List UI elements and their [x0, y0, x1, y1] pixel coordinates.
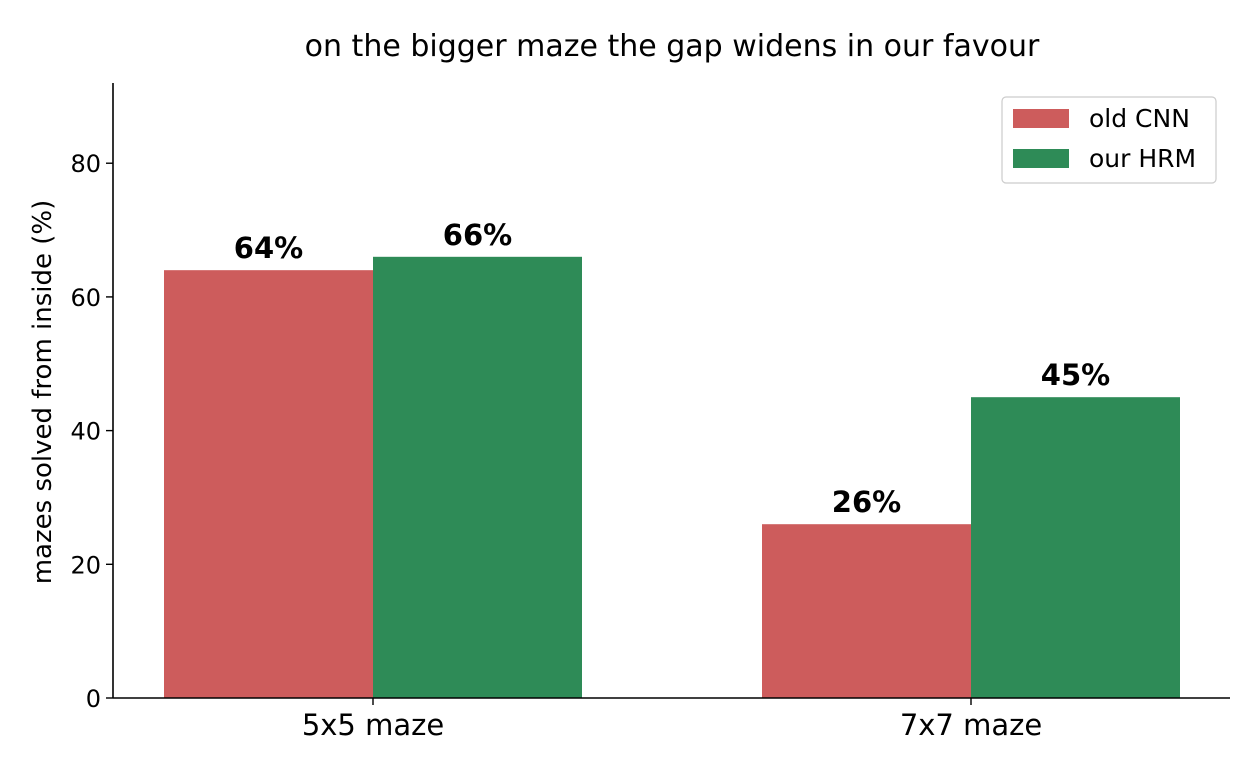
data-label: 26%	[832, 485, 901, 519]
data-label: 45%	[1041, 358, 1110, 392]
chart-title: on the bigger maze the gap widens in our…	[305, 29, 1040, 64]
x-tick-label: 5x5 maze	[302, 708, 444, 742]
bar-old-cnn-2	[762, 524, 971, 698]
data-label: 66%	[443, 218, 512, 252]
bar-old-cnn-1	[164, 270, 373, 698]
y-tick-label: 60	[70, 284, 101, 312]
x-tick-label: 7x7 maze	[900, 708, 1042, 742]
bar-our-hrm-1	[373, 256, 582, 698]
bar-our-hrm-2	[971, 397, 1180, 698]
legend-label: old CNN	[1089, 104, 1190, 133]
y-tick-label: 0	[86, 685, 101, 713]
legend-label: our HRM	[1089, 144, 1196, 173]
y-tick-label: 40	[70, 418, 101, 446]
plot-area: 64% 26% 66% 45% 0 20 40 60 80 5x5 maze 7x7 maze	[70, 83, 1230, 742]
data-label: 64%	[234, 231, 303, 265]
legend: old CNN our HRM	[1001, 96, 1217, 184]
y-axis-label: mazes solved from inside (%)	[28, 200, 58, 585]
y-tick-label: 20	[70, 551, 101, 579]
y-tick-label: 80	[70, 150, 101, 178]
legend-swatch	[1013, 109, 1069, 128]
legend-swatch	[1013, 149, 1069, 168]
